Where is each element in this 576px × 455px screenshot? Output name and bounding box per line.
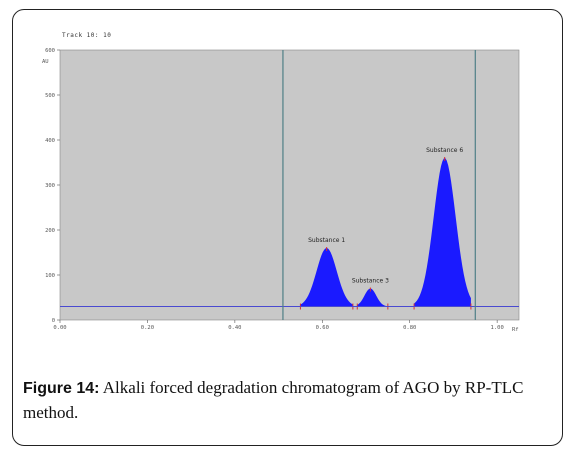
- figure-caption: Figure 14: Alkali forced degradation chr…: [23, 376, 555, 425]
- track-label: Track 10: 10: [62, 32, 112, 39]
- y-tick-label: 100: [45, 273, 55, 279]
- x-tick-label: 1.00: [491, 325, 504, 331]
- y-tick-label: 500: [45, 93, 55, 99]
- peak-label-1: Substance 1: [308, 237, 345, 244]
- x-tick-label: 0.80: [403, 325, 416, 331]
- peak-3: [414, 158, 471, 307]
- peak-label-2: Substance 3: [352, 278, 389, 285]
- peak-1: [300, 248, 353, 307]
- y-tick-label: 200: [45, 228, 55, 234]
- y-tick-label: 300: [45, 183, 55, 189]
- peak-2: [357, 288, 388, 307]
- x-tick-label: 0.60: [316, 325, 329, 331]
- y-tick-label: 600: [45, 48, 55, 54]
- x-tick-label: 0.20: [141, 325, 154, 331]
- x-tick-label: 0.00: [53, 325, 66, 331]
- y-tick-label: 0: [52, 318, 55, 324]
- x-axis-label: Rf: [512, 327, 519, 333]
- caption-label: Figure 14:: [23, 380, 100, 397]
- caption-text: Alkali forced degradation chromatogram o…: [23, 378, 524, 422]
- chromatogram-chart: 0 100 200 300 400 500 600 0.00 0.20 0.40 0.60 0.80 1…: [42, 48, 520, 333]
- y-axis-label: AU: [42, 59, 49, 65]
- peak-label-3: Substance 6: [426, 147, 463, 154]
- y-tick-label: 400: [45, 138, 55, 144]
- x-tick-label: 0.40: [228, 325, 241, 331]
